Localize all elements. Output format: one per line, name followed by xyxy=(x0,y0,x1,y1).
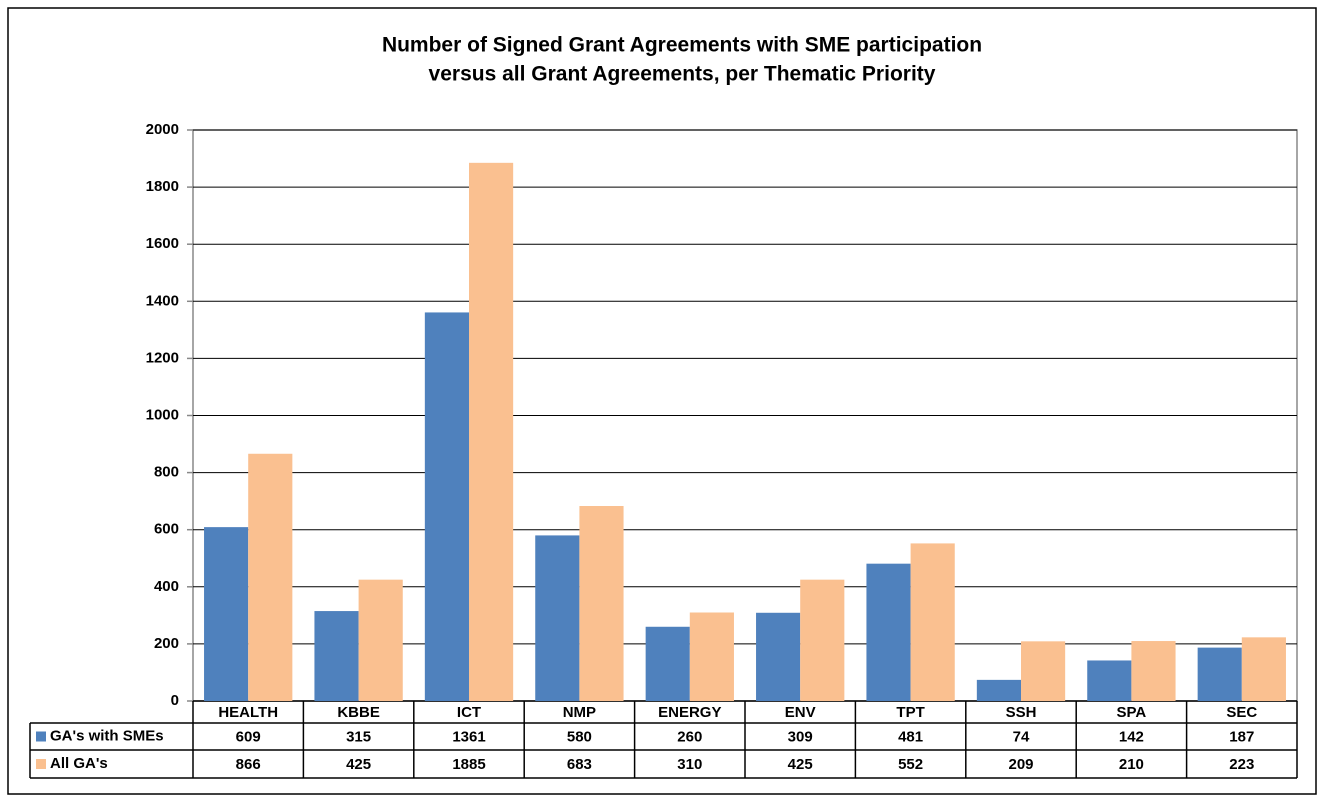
table-value: 309 xyxy=(788,728,813,745)
y-tick-label: 0 xyxy=(171,692,179,709)
bar xyxy=(204,527,249,701)
chart-title: versus all Grant Agreements, per Themati… xyxy=(429,63,936,86)
table-value: 310 xyxy=(677,756,702,773)
legend-label: GA's with SMEs xyxy=(50,727,164,744)
bar xyxy=(579,506,624,701)
table-value: 609 xyxy=(236,728,261,745)
y-tick-label: 600 xyxy=(154,521,179,538)
bar xyxy=(1197,647,1242,701)
y-tick-label: 1800 xyxy=(146,178,179,195)
table-value: 580 xyxy=(567,728,592,745)
bar xyxy=(424,312,469,701)
bar xyxy=(1241,637,1286,701)
x-tick-label: ENERGY xyxy=(658,704,721,721)
table-value: 223 xyxy=(1229,756,1254,773)
x-tick-label: SSH xyxy=(1006,704,1037,721)
y-tick-label: 400 xyxy=(154,578,179,595)
table-value: 187 xyxy=(1229,728,1254,745)
legend-swatch xyxy=(36,759,46,769)
legend-label: All GA's xyxy=(50,755,108,772)
x-tick-label: SPA xyxy=(1117,704,1147,721)
y-tick-label: 800 xyxy=(154,464,179,481)
x-tick-label: ENV xyxy=(785,704,816,721)
table-value: 209 xyxy=(1008,756,1033,773)
table-value: 481 xyxy=(898,728,923,745)
y-tick-label: 1600 xyxy=(146,235,179,252)
bar xyxy=(248,453,293,701)
bar xyxy=(1021,641,1066,701)
table-value: 74 xyxy=(1013,728,1030,745)
y-tick-label: 1000 xyxy=(146,406,179,423)
bar xyxy=(910,543,955,701)
bar xyxy=(1131,641,1176,701)
table-value: 142 xyxy=(1119,728,1144,745)
y-tick-label: 2000 xyxy=(146,121,179,138)
chart-title: Number of Signed Grant Agreements with S… xyxy=(382,34,982,57)
table-value: 425 xyxy=(346,756,371,773)
table-value: 210 xyxy=(1119,756,1144,773)
bar xyxy=(469,162,514,701)
bar xyxy=(1087,660,1132,701)
x-tick-label: SEC xyxy=(1226,704,1257,721)
bar xyxy=(800,579,845,701)
bar xyxy=(314,611,359,701)
bar xyxy=(866,563,911,701)
table-value: 1361 xyxy=(452,728,485,745)
table-value: 1885 xyxy=(452,756,485,773)
x-tick-label: NMP xyxy=(563,704,596,721)
bar xyxy=(976,679,1021,701)
y-tick-label: 200 xyxy=(154,635,179,652)
x-tick-label: TPT xyxy=(896,704,924,721)
table-value: 683 xyxy=(567,756,592,773)
x-tick-label: KBBE xyxy=(337,704,380,721)
table-value: 315 xyxy=(346,728,371,745)
table-value: 552 xyxy=(898,756,923,773)
table-value: 425 xyxy=(788,756,813,773)
bar xyxy=(645,626,690,701)
bar xyxy=(358,579,403,701)
y-tick-label: 1200 xyxy=(146,349,179,366)
bar xyxy=(756,612,801,701)
table-value: 260 xyxy=(677,728,702,745)
x-tick-label: ICT xyxy=(457,704,481,721)
bar xyxy=(689,612,734,701)
table-value: 866 xyxy=(236,756,261,773)
x-tick-label: HEALTH xyxy=(218,704,278,721)
legend-swatch xyxy=(36,731,46,742)
y-tick-label: 1400 xyxy=(146,292,179,309)
bar xyxy=(535,535,580,701)
